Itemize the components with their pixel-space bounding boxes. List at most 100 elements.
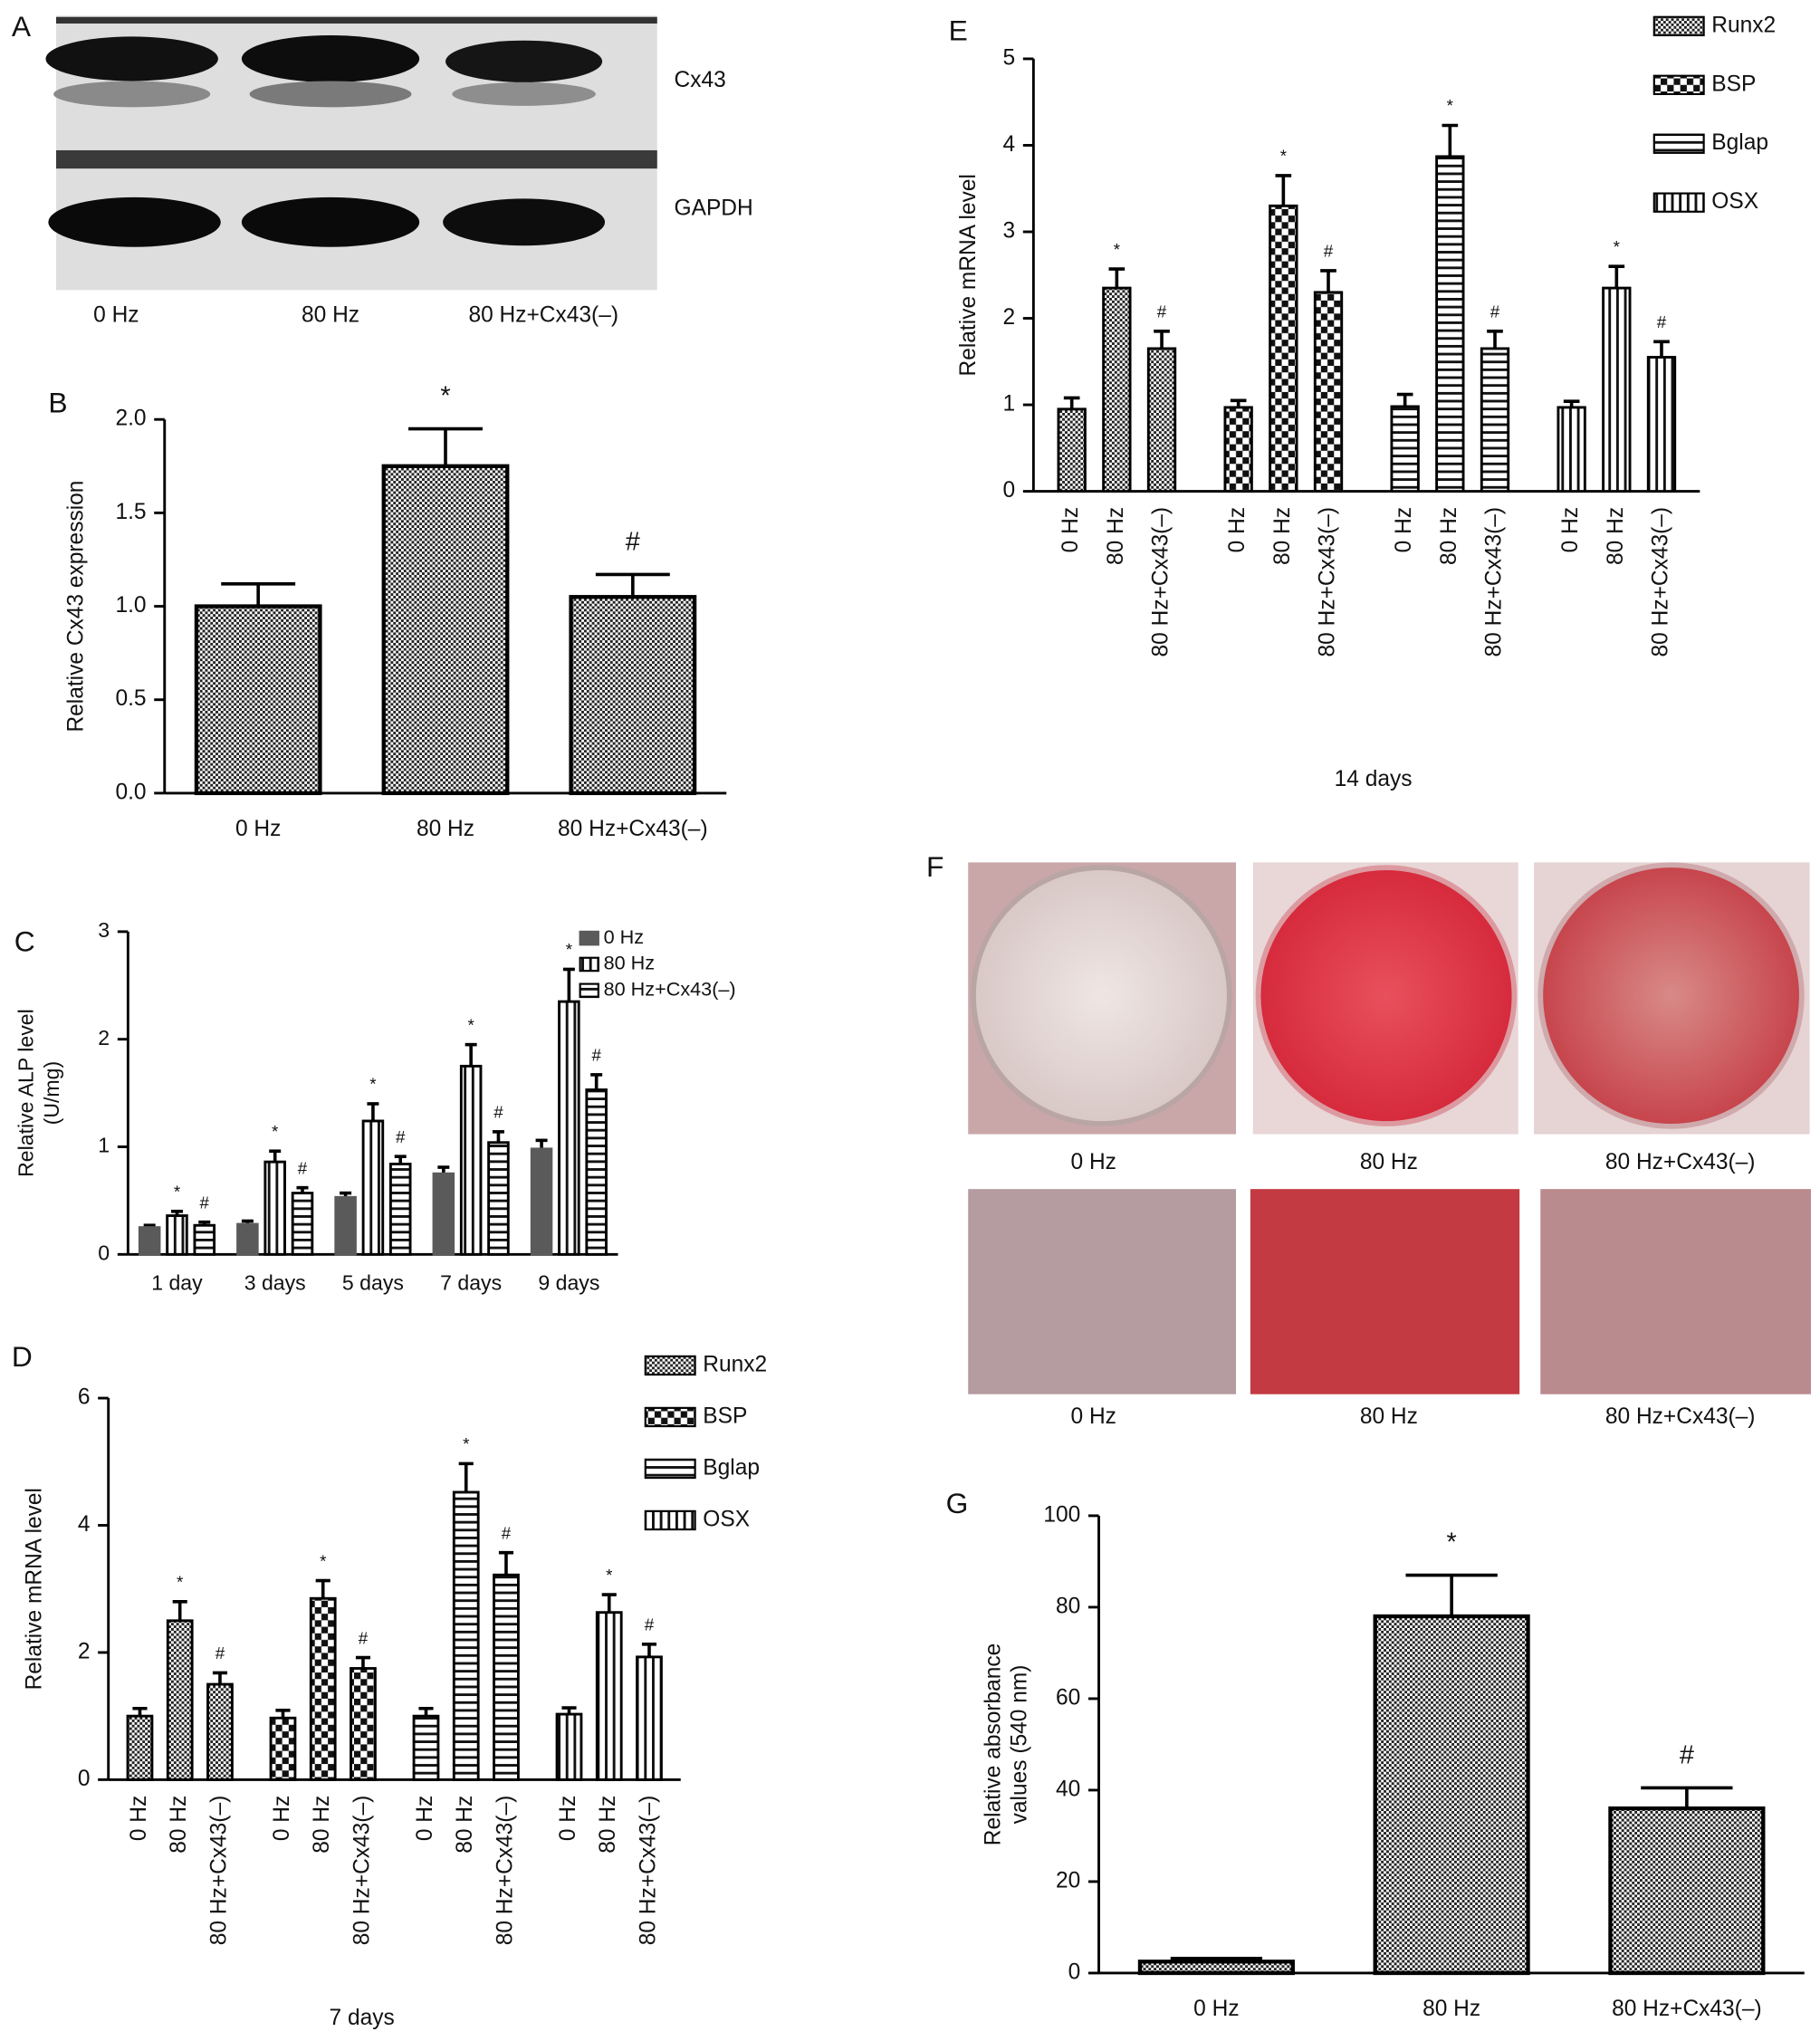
panel-letter: F — [926, 850, 944, 883]
significance-mark: # — [493, 1103, 503, 1122]
bar — [530, 1147, 553, 1256]
x-tick-label: 0 Hz — [270, 1796, 294, 1841]
significance-mark: # — [645, 1615, 655, 1634]
x-tick-label: 5 days — [342, 1271, 404, 1295]
significance-mark: # — [200, 1193, 210, 1212]
blot-panel: A Cx43 GAPDH 0 Hz 80 Hz 80 Hz+Cx43(–) — [12, 10, 753, 328]
x-tick-label: 80 Hz+Cx43(–) — [350, 1796, 374, 1946]
dish — [1255, 865, 1518, 1126]
legend-label: 80 Hz — [604, 952, 656, 974]
significance-mark: * — [1614, 237, 1620, 256]
x-tick-label: 3 days — [244, 1271, 306, 1295]
legend-label: 80 Hz+Cx43(–) — [604, 978, 736, 1001]
significance-mark: # — [1490, 302, 1500, 321]
significance-mark: * — [440, 382, 450, 411]
y-tick-label: 5 — [1003, 45, 1016, 70]
x-tick-label: 0 Hz — [1193, 1997, 1239, 2021]
micrograph — [1540, 1189, 1811, 1394]
bar — [138, 1226, 161, 1256]
x-tick-label: 80 Hz — [1604, 507, 1628, 565]
x-tick-label: 9 days — [538, 1271, 599, 1295]
photo-label: 80 Hz — [1360, 1150, 1418, 1174]
x-tick-label: 80 Hz+Cx43(–) — [1648, 507, 1672, 657]
y-tick-label: 3 — [1003, 218, 1016, 243]
x-tick-label: 80 Hz+Cx43(–) — [636, 1796, 660, 1946]
x-axis-label: 14 days — [1335, 767, 1413, 791]
y-tick-label: 0 — [1003, 478, 1016, 503]
bar — [1373, 1614, 1530, 1976]
bar — [487, 1141, 510, 1256]
blot-edge — [55, 16, 657, 24]
significance-mark: * — [177, 1573, 183, 1592]
legend-swatch — [579, 930, 599, 946]
significance-mark: # — [396, 1127, 406, 1146]
x-tick-label: 0 Hz — [127, 1796, 151, 1841]
bar — [1313, 291, 1344, 493]
lane-label: 0 Hz — [93, 303, 139, 328]
x-tick-label: 80 Hz — [167, 1796, 191, 1854]
significance-mark: # — [298, 1158, 308, 1177]
dish — [1537, 862, 1805, 1129]
y-axis-label: values (540 nm) — [1007, 1665, 1031, 1825]
significance-mark: * — [1280, 147, 1287, 166]
x-tick-label: 0 Hz — [235, 817, 281, 841]
band — [443, 198, 606, 246]
panel-letter: B — [48, 387, 67, 419]
panel-letter: G — [946, 1487, 969, 1519]
bar — [194, 604, 322, 796]
legend-swatch — [644, 1355, 696, 1376]
bar — [1480, 347, 1510, 493]
x-tick-label: 80 Hz — [596, 1796, 620, 1854]
legend-swatch — [644, 1458, 696, 1480]
significance-mark: * — [606, 1566, 612, 1585]
x-tick-label: 0 Hz — [1392, 507, 1416, 552]
bar — [1137, 1960, 1295, 1976]
bar — [1602, 286, 1632, 493]
bar — [432, 1172, 455, 1256]
band — [53, 81, 211, 108]
significance-mark: * — [566, 940, 572, 959]
x-tick-label: 0 Hz — [1225, 507, 1250, 552]
bar — [193, 1223, 216, 1256]
x-tick-label: 80 Hz+Cx43(–) — [1481, 507, 1506, 657]
bar — [166, 1619, 194, 1781]
x-tick-label: 80 Hz+Cx43(–) — [206, 1796, 231, 1946]
bar — [1608, 1806, 1766, 1976]
bar — [1646, 356, 1677, 493]
dish — [971, 865, 1232, 1126]
significance-mark: # — [359, 1628, 369, 1647]
y-tick-label: 80 — [1056, 1594, 1080, 1618]
bar — [412, 1714, 440, 1781]
significance-mark: * — [369, 1075, 376, 1094]
y-axis-label: Relative mRNA level — [956, 174, 981, 376]
y-tick-label: 2 — [98, 1026, 110, 1049]
x-tick-label: 80 Hz+Cx43(–) — [493, 1796, 517, 1946]
legend-label: OSX — [1711, 189, 1758, 214]
y-axis-label: (U/mg) — [40, 1061, 63, 1126]
y-tick-label: 3 — [98, 918, 110, 942]
y-tick-label: 0.5 — [115, 686, 146, 711]
x-tick-label: 0 Hz — [1058, 507, 1083, 552]
bar — [1223, 406, 1253, 493]
legend-swatch — [1652, 133, 1705, 154]
bar — [291, 1192, 314, 1256]
significance-mark: # — [591, 1046, 601, 1065]
micrograph — [968, 1189, 1237, 1394]
y-tick-label: 2 — [78, 1639, 91, 1663]
bar — [350, 1667, 377, 1781]
band — [445, 40, 603, 82]
legend-swatch — [644, 1509, 696, 1531]
bar — [269, 1716, 297, 1781]
photo-label: 0 Hz — [1071, 1404, 1116, 1429]
significance-mark: # — [502, 1523, 512, 1542]
significance-mark: * — [1114, 240, 1120, 259]
y-axis-label: Relative mRNA level — [22, 1488, 46, 1690]
x-tick-label: 80 Hz — [453, 1796, 477, 1854]
photo-label: 80 Hz+Cx43(–) — [1605, 1404, 1756, 1429]
lane-label: 80 Hz — [302, 303, 359, 328]
photo-label: 0 Hz — [1071, 1150, 1116, 1174]
legend-swatch — [1652, 15, 1705, 37]
y-tick-label: 0 — [1068, 1960, 1081, 1984]
x-tick-label: 0 Hz — [556, 1796, 580, 1841]
